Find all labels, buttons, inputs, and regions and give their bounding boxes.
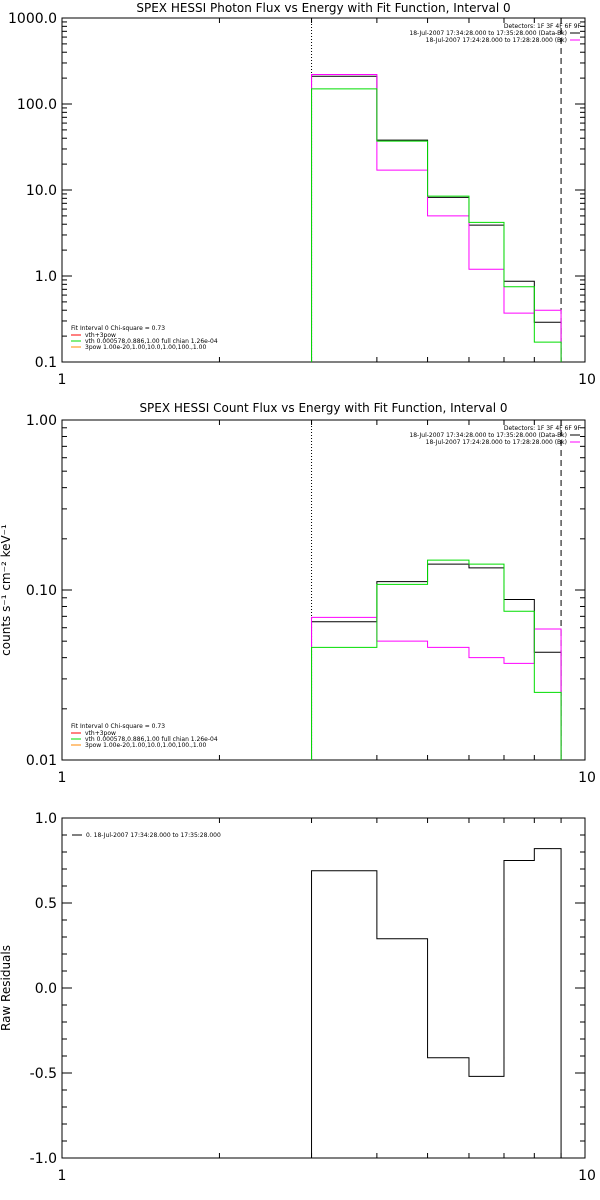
fit-legend-header: Fit Interval 0 Chi-square = 0.73	[71, 723, 165, 730]
plot-frame	[61, 17, 586, 363]
chart-panel-3: 1 10 -1.0 -0.5 0.0 0.5 1.0 Raw Residuals 0. 18-J…	[0, 811, 596, 1184]
chart-panel-1: SPEX HESSI Photon Flux vs Energy with Fi…	[8, 1, 596, 388]
y-tick-label: 1.0	[35, 269, 57, 285]
x-tick-label: 10	[578, 372, 596, 388]
y-tick-label: 0.10	[26, 583, 57, 599]
y-axis-label: counts s⁻¹ cm⁻² keV⁻¹	[0, 524, 13, 656]
x-tick-label: 10	[578, 770, 596, 786]
series-data-histogram	[311, 563, 562, 760]
y-tick-label: 0.0	[35, 981, 57, 997]
fit-legend-entry: vth+3pow	[85, 730, 116, 737]
fit-legend-entry: 3pow 1.00e-20,1.00,10.0,1.00,100.,1.00	[85, 742, 206, 749]
y-tick-label: 0.5	[35, 896, 57, 912]
series-fit-histogram	[311, 559, 562, 760]
y-tick-label: 10.0	[26, 183, 57, 199]
legend-entry: 0. 18-Jul-2007 17:34:28.000 to 17:35:28.…	[86, 832, 221, 839]
y-tick-label: -1.0	[30, 1151, 57, 1167]
legend-header: Detectors: 1F 3F 4F 6F 9F	[504, 23, 582, 30]
fit-legend-header: Fit Interval 0 Chi-square = 0.73	[71, 325, 165, 332]
x-tick-label: 1	[58, 770, 67, 786]
y-tick-label: 100.0	[17, 97, 57, 113]
series-data-histogram	[311, 75, 562, 362]
chart-title: SPEX HESSI Photon Flux vs Energy with Fi…	[136, 1, 510, 15]
x-tick-label: 1	[58, 372, 67, 388]
series-bk-histogram	[311, 74, 562, 362]
y-tick-label: 1.0	[35, 811, 57, 827]
y-axis-label: Raw Residuals	[0, 945, 13, 1031]
series-data-histogram	[311, 848, 562, 1158]
y-tick-label: 1.00	[26, 413, 57, 429]
legend-header: Detectors: 1F 3F 4F 6F 9F	[504, 425, 582, 432]
legend-entry: 18-Jul-2007 17:24:28.000 to 17:28:28.000…	[426, 439, 567, 446]
fit-legend-entry: 3pow 1.00e-20,1.00,10.0,1.00,100.,1.00	[85, 344, 206, 351]
legend-entry: 18-Jul-2007 17:24:28.000 to 17:28:28.000…	[426, 37, 567, 44]
y-tick-label: 0.01	[26, 753, 57, 769]
fit-legend-entry: vth 0.000578,0.886,1.00 full chian 1.26e…	[85, 736, 218, 743]
plot-frame	[61, 419, 586, 761]
x-tick-label: 1	[58, 1168, 67, 1184]
fit-legend-entry: vth+3pow	[85, 332, 116, 339]
plot-frame	[61, 817, 586, 1159]
legend-entry: 18-Jul-2007 17:34:28.000 to 17:35:28.000…	[409, 30, 567, 37]
chart-panel-2: SPEX HESSI Count Flux vs Energy with Fit…	[0, 401, 596, 786]
fit-legend-entry: vth 0.000578,0.886,1.00 full chian 1.26e…	[85, 338, 218, 345]
legend-entry: 18-Jul-2007 17:34:28.000 to 17:35:28.000…	[409, 432, 567, 439]
chart-title: SPEX HESSI Count Flux vs Energy with Fit…	[139, 401, 507, 415]
series-fit-histogram	[311, 88, 562, 362]
x-tick-label: 10	[578, 1168, 596, 1184]
y-tick-label: -0.5	[30, 1066, 57, 1082]
y-tick-label: 1000.0	[8, 11, 57, 27]
y-tick-label: 0.1	[35, 355, 57, 371]
series-bk-histogram	[311, 616, 562, 760]
